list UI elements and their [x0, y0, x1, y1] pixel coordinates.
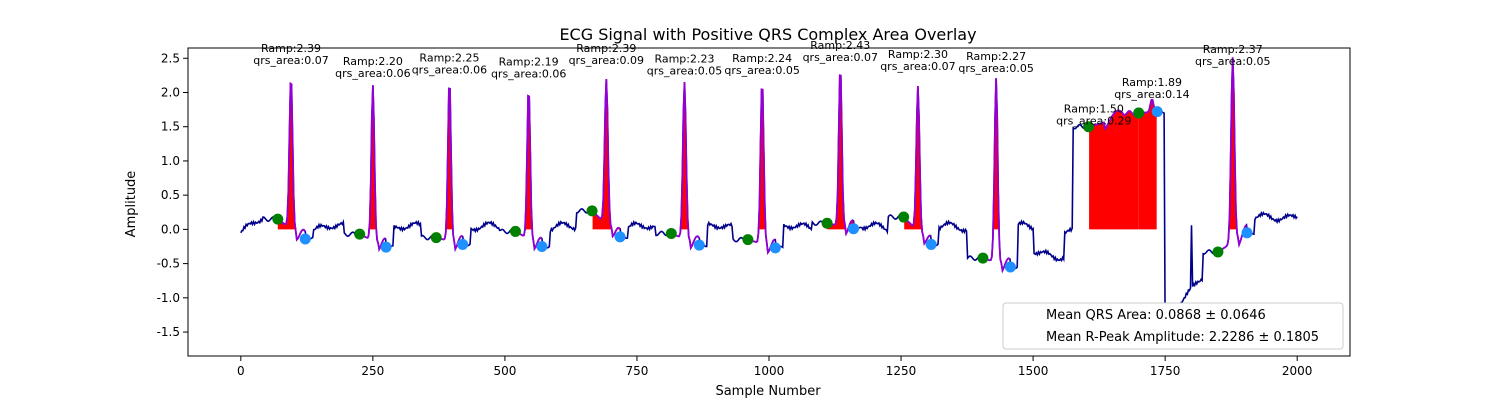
qrs-offset-marker [457, 238, 469, 250]
x-tick-label: 500 [493, 364, 516, 378]
qrs-area-label: qrs_area:0.05 [724, 64, 799, 77]
ramp-label: Ramp:1.89 [1122, 76, 1182, 89]
qrs-area-fill-2 [360, 85, 386, 230]
qrs-onset-marker [898, 211, 910, 223]
x-tick-label: 1750 [1150, 364, 1181, 378]
x-tick-label: 0 [237, 364, 245, 378]
x-tick-label: 1000 [754, 364, 785, 378]
qrs-offset-marker [1004, 261, 1016, 273]
qrs-area-label: qrs_area:0.07 [880, 60, 955, 73]
qrs-area-fill-13 [1217, 57, 1247, 230]
x-tick-label: 250 [361, 364, 384, 378]
qrs-onset-marker [354, 228, 366, 240]
qrs-area-label: qrs_area:0.29 [1056, 115, 1131, 128]
qrs-onset-marker [1083, 121, 1095, 133]
qrs-offset-marker [380, 241, 392, 253]
y-tick-label: 2.0 [161, 85, 180, 99]
qrs-onset-marker [665, 227, 677, 239]
qrs-onset-marker [1133, 107, 1145, 119]
y-tick-label: -1.5 [157, 325, 180, 339]
qrs-segment-5 [591, 78, 621, 239]
ramp-label: Ramp:2.39 [576, 42, 636, 55]
qrs-area-fill-12 [1138, 99, 1157, 230]
qrs-area-label: qrs_area:0.09 [569, 54, 644, 67]
qrs-offset-marker [1151, 106, 1163, 118]
y-tick-label: 1.5 [161, 120, 180, 134]
qrs-onset-marker [430, 232, 442, 244]
qrs-area-fill-11 [1089, 110, 1139, 230]
qrs-segment-1 [277, 81, 307, 242]
qrs-segment-9 [903, 86, 931, 246]
qrs-offset-marker [1241, 227, 1253, 239]
qrs-area-fill-7 [747, 89, 776, 230]
y-tick-label: 1.0 [161, 154, 180, 168]
ramp-label: Ramp:2.39 [261, 42, 321, 55]
qrs-area-fill-5 [592, 79, 621, 230]
legend-entry: Mean R-Peak Amplitude: 2.2286 ± 0.1805 [1046, 330, 1319, 345]
x-axis-label: Sample Number [715, 384, 821, 399]
x-tick-label: 1500 [1018, 364, 1049, 378]
qrs-onset-marker [1212, 246, 1224, 258]
qrs-area-label: qrs_area:0.05 [647, 65, 722, 78]
ramp-label: Ramp:2.25 [419, 51, 479, 64]
ramp-label: Ramp:2.24 [732, 52, 792, 65]
ramp-label: Ramp:2.23 [654, 53, 714, 66]
qrs-onset-marker [272, 213, 284, 225]
chart-title: ECG Signal with Positive QRS Complex Are… [559, 25, 976, 44]
x-tick-label: 2000 [1282, 364, 1313, 378]
qrs-offset-marker [614, 231, 626, 243]
y-tick-label: -0.5 [157, 257, 180, 271]
y-axis-label: Amplitude [124, 171, 139, 238]
x-tick-label: 750 [626, 364, 649, 378]
qrs-offset-marker [848, 223, 860, 235]
qrs-segment-11 [1088, 109, 1140, 131]
legend: Mean QRS Area: 0.0868 ± 0.0646 Mean R-Pea… [1002, 302, 1344, 350]
ramp-label: Ramp:2.20 [343, 55, 403, 68]
qrs-onset-marker [977, 252, 989, 264]
qrs-area-fill-10 [983, 78, 1010, 230]
qrs-area-label: qrs_area:0.06 [412, 63, 487, 76]
qrs-offset-marker [925, 238, 937, 250]
qrs-onset-marker [821, 217, 833, 229]
qrs-area-fill-8 [827, 75, 854, 230]
y-tick-label: 2.5 [161, 51, 180, 65]
ramp-label: Ramp:2.37 [1203, 43, 1263, 56]
ramp-label: Ramp:1.50 [1064, 103, 1124, 116]
plot-area [240, 57, 1298, 322]
qrs-offset-marker [536, 240, 548, 252]
y-tick-label: 0.0 [161, 222, 180, 236]
qrs-area-label: qrs_area:0.07 [253, 54, 328, 67]
qrs-onset-marker [586, 205, 598, 217]
qrs-offset-marker [299, 233, 311, 245]
axes: 0 250 500 750 1000 1250 1500 1750 2000 -1.5 -1.0 -0… [157, 47, 1351, 378]
qrs-segment-13 [1217, 57, 1248, 253]
qrs-segment-6 [671, 82, 701, 251]
ramp-label: Ramp:2.27 [966, 50, 1026, 63]
x-tick-label: 1250 [886, 364, 917, 378]
y-tick-label: 0.5 [161, 188, 180, 202]
ramp-label: Ramp:2.19 [499, 55, 559, 68]
qrs-area-fill-3 [436, 88, 463, 230]
qrs-area-label: qrs_area:0.06 [335, 67, 410, 80]
qrs-area-fill-9 [904, 86, 931, 230]
legend-entry: Mean QRS Area: 0.0868 ± 0.0646 [1046, 308, 1266, 323]
y-tick-label: -1.0 [157, 291, 180, 305]
qrs-area-label: qrs_area:0.06 [491, 67, 566, 80]
qrs-offset-marker [693, 239, 705, 251]
ramp-label: Ramp:2.43 [810, 39, 870, 52]
qrs-onset-marker [509, 225, 521, 237]
qrs-area-label: qrs_area:0.14 [1114, 88, 1189, 101]
qrs-area-label: qrs_area:0.05 [958, 62, 1033, 75]
qrs-area-fill-4 [515, 95, 542, 230]
qrs-area-label: qrs_area:0.07 [803, 51, 878, 64]
qrs-onset-marker [742, 234, 754, 246]
legend-box [1002, 302, 1344, 350]
qrs-offset-marker [769, 242, 781, 254]
ramp-label: Ramp:2.30 [888, 48, 948, 61]
qrs-area-label: qrs_area:0.05 [1195, 55, 1270, 68]
qrs-area-fill-1 [277, 83, 306, 230]
